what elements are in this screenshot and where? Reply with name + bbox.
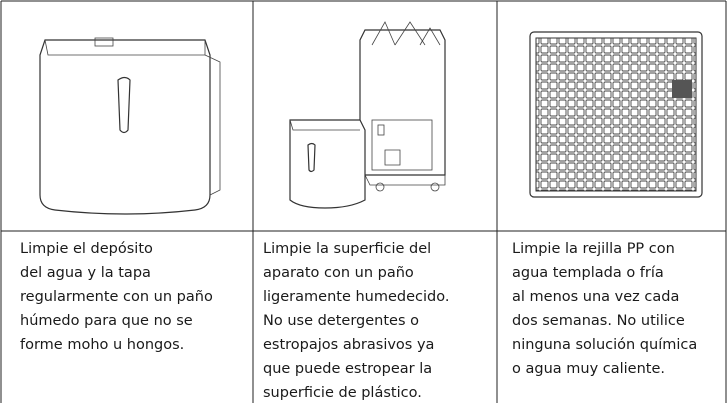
- cell-text-line: No use detergentes o: [263, 313, 419, 329]
- cell-text-line: dos semanas. No utilice: [512, 313, 685, 329]
- cell-text-line: Limpie la superficie del: [263, 241, 431, 257]
- cell-text-line: Limpie la rejilla PP con: [512, 241, 675, 257]
- filter-grid-illustration: [529, 31, 703, 198]
- cell-text-line: ligeramente humedecido.: [263, 289, 449, 305]
- cell-text-line: Limpie el depósito: [20, 241, 153, 257]
- cell-text-line: regularmente con un paño: [20, 289, 213, 305]
- cell-text-line: húmedo para que no se: [20, 313, 193, 329]
- cell-text-line: estropajos abrasivos ya: [263, 337, 434, 353]
- dehumidifier-illustration: [289, 21, 446, 209]
- cell-text-line: del agua y la tapa: [20, 265, 151, 281]
- cell-text-line: superficie de plástico.: [263, 385, 422, 401]
- cell-text-line: aparato con un paño: [263, 265, 414, 281]
- cell-text-line: forme moho u hongos.: [20, 337, 184, 353]
- cell-text-line: ninguna solución química: [512, 337, 697, 353]
- cell-text-line: agua templada o fría: [512, 265, 664, 281]
- water-tank-illustration: [39, 37, 221, 215]
- cell-text-line: al menos una vez cada: [512, 289, 679, 305]
- cell-text-line: o agua muy caliente.: [512, 361, 665, 377]
- cell-text-line: que puede estropear la: [263, 361, 432, 377]
